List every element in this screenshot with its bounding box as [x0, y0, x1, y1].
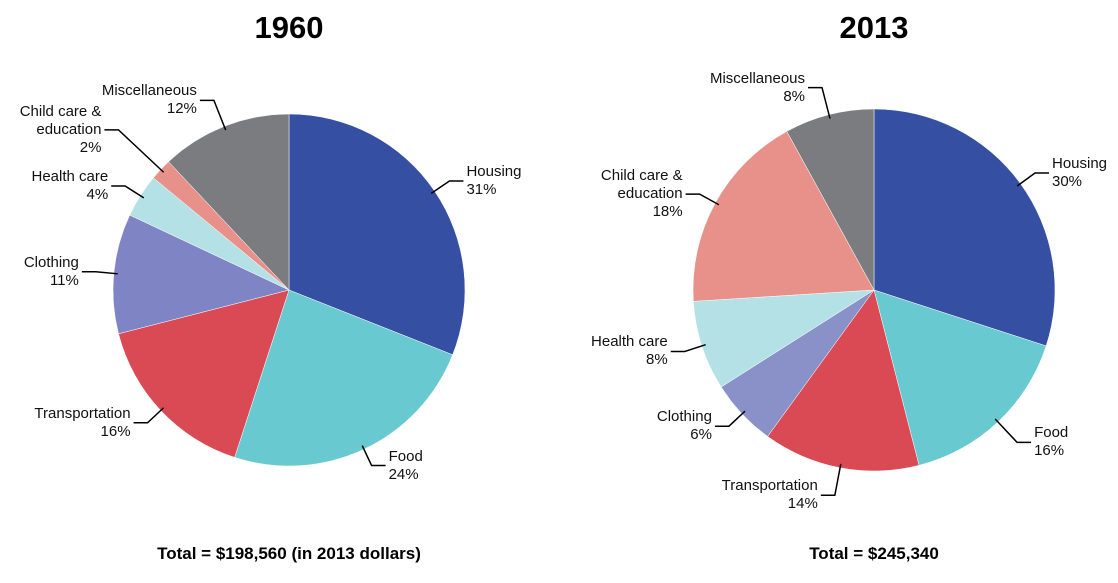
- leader-line: [104, 129, 165, 173]
- category-label: Food: [388, 447, 423, 465]
- slice-label: Child care & education 18%: [563, 167, 683, 221]
- chart-subtitle: Total = $245,340: [809, 544, 939, 563]
- value-label: 24%: [388, 465, 419, 483]
- chart-title: 2013: [839, 10, 909, 45]
- value-label: 16%: [1034, 442, 1065, 460]
- value-label: 4%: [86, 186, 109, 204]
- slice-label: Food 16%: [1034, 424, 1118, 460]
- leader-line: [820, 463, 842, 497]
- slice-label: Clothing 6%: [592, 408, 712, 444]
- category-label: Transportation: [721, 477, 818, 495]
- value-label: 16%: [100, 422, 131, 440]
- category-label: Child care & education: [600, 167, 683, 203]
- chart-title: 1960: [254, 10, 324, 45]
- slice-label: Health care 8%: [548, 333, 668, 369]
- value-label: 31%: [466, 180, 497, 198]
- category-label: Child care & education: [19, 102, 102, 138]
- leader-line: [199, 99, 227, 131]
- category-label: Housing: [1051, 155, 1108, 173]
- value-label: 8%: [783, 87, 806, 105]
- leader-line: [430, 180, 464, 194]
- value-label: 14%: [787, 495, 818, 513]
- value-label: 6%: [690, 426, 712, 444]
- leader-line: [670, 343, 706, 353]
- value-label: 30%: [1051, 173, 1083, 191]
- chart-subtitle: Total = $198,560 (in 2013 dollars): [157, 544, 421, 563]
- slice-label: Transportation 16%: [11, 404, 131, 441]
- category-label: Health care: [31, 168, 109, 186]
- category-label: Housing: [466, 162, 522, 180]
- category-label: Miscellaneous: [101, 82, 197, 100]
- value-label: 8%: [646, 351, 668, 369]
- category-label: Miscellaneous: [709, 69, 806, 87]
- leader-line: [994, 418, 1032, 444]
- slice-label: Clothing 11%: [0, 254, 79, 290]
- slice-label: Miscellaneous 12%: [77, 82, 197, 118]
- value-label: 18%: [652, 203, 683, 221]
- value-label: 2%: [79, 138, 102, 156]
- leader-line: [685, 193, 720, 206]
- leader-line: [808, 86, 831, 119]
- slice-label: Miscellaneous 8%: [685, 70, 805, 106]
- leader-line: [111, 185, 145, 199]
- slice-label: Housing 30%: [1052, 155, 1118, 191]
- leader-line: [1016, 172, 1049, 187]
- slice-label: Health care 4%: [0, 168, 108, 204]
- category-label: Food: [1034, 424, 1069, 442]
- slice-label: Housing 31%: [466, 163, 586, 199]
- leader-line: [714, 410, 746, 427]
- category-label: Clothing: [23, 253, 79, 271]
- leader-line: [133, 407, 165, 424]
- slice-label: Child care & education 2%: [0, 102, 102, 157]
- slice-label: Food 24%: [389, 448, 509, 484]
- leader-line: [81, 270, 118, 275]
- category-label: Health care: [591, 333, 668, 351]
- value-label: 11%: [49, 271, 79, 289]
- slice-label: Transportation 14%: [698, 477, 818, 513]
- leader-line: [361, 445, 386, 467]
- value-label: 12%: [166, 100, 197, 118]
- category-label: Clothing: [656, 408, 712, 426]
- category-label: Transportation: [34, 404, 131, 422]
